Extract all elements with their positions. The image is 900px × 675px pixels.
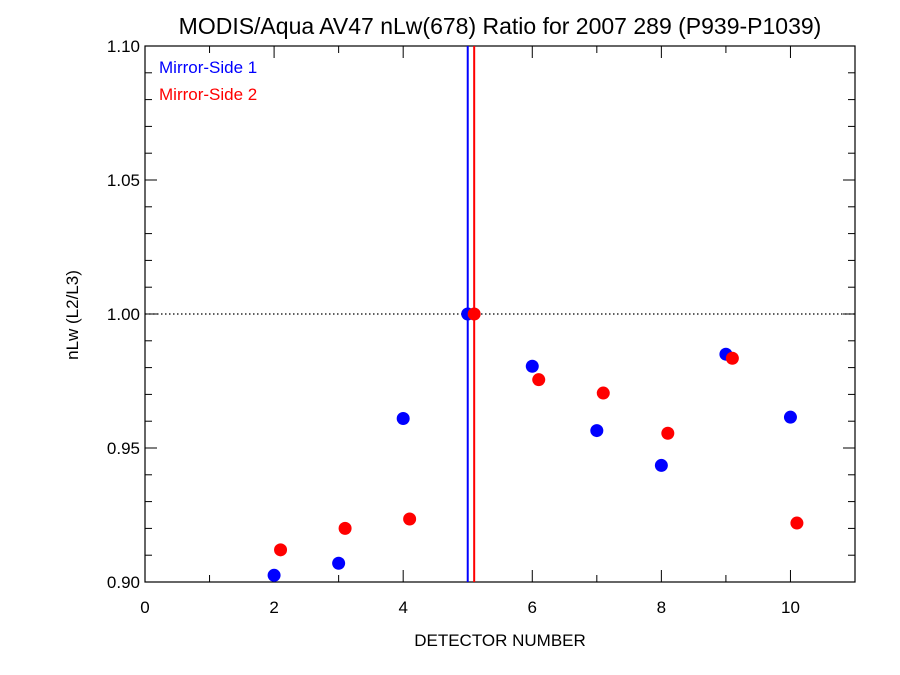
x-tick-label: 6 [528,598,537,617]
y-tick-label: 1.10 [107,37,140,56]
x-tick-label: 10 [781,598,800,617]
data-point-series-2 [467,307,481,321]
x-tick-label: 4 [398,598,407,617]
data-point-series-2 [338,521,352,535]
y-tick-label: 0.95 [107,439,140,458]
data-point-series-1 [654,458,668,472]
data-point-series-2 [403,512,417,526]
reference-lines [145,46,855,582]
x-tick-label: 2 [269,598,278,617]
y-tick-label: 0.90 [107,573,140,592]
data-point-series-2 [532,373,546,387]
legend: Mirror-Side 1 Mirror-Side 2 [159,58,257,104]
data-point-series-1 [525,359,539,373]
data-point-series-1 [783,410,797,424]
y-tick-label: 1.05 [107,171,140,190]
data-point-series-2 [274,543,288,557]
x-axis-label: DETECTOR NUMBER [414,631,586,650]
data-point-series-2 [661,426,675,440]
data-point-series-2 [725,351,739,365]
plot-area-border [144,45,856,583]
chart-title: MODIS/Aqua AV47 nLw(678) Ratio for 2007 … [179,13,822,39]
data-point-series-1 [332,556,346,570]
data-points [267,307,804,582]
x-tick-label: 8 [657,598,666,617]
data-point-series-2 [790,516,804,530]
legend-entry: Mirror-Side 1 [159,58,257,77]
tick-labels: 0 2 4 6 8 10 0.90 0.95 1.00 1.05 1.10 [107,37,800,617]
data-point-series-1 [396,412,410,426]
data-point-series-1 [267,568,281,582]
axis-ticks [144,45,856,583]
y-tick-label: 1.00 [107,305,140,324]
x-tick-label: 0 [140,598,149,617]
y-axis-label: nLw (L2/L3) [63,270,82,360]
legend-entry: Mirror-Side 2 [159,85,257,104]
data-point-series-1 [590,424,604,438]
plot-frame [144,45,856,583]
data-point-series-2 [596,386,610,400]
